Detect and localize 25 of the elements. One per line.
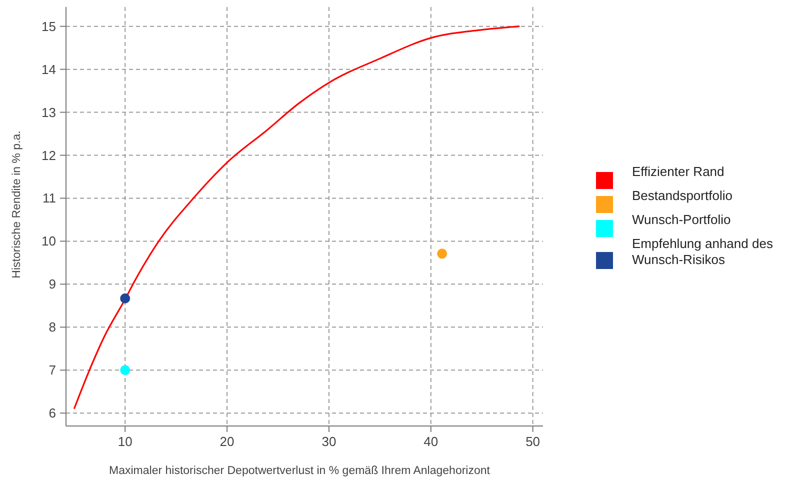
y-tick-label: 12 — [42, 148, 56, 163]
x-tick-label: 40 — [424, 434, 438, 449]
y-tick-label: 11 — [42, 190, 56, 206]
y-tick-label: 15 — [42, 18, 56, 34]
y-axis-title: Historische Rendite in % p.a. — [11, 130, 23, 278]
point — [437, 248, 448, 259]
y-tick-label: 9 — [48, 276, 56, 292]
y-tick-label: 14 — [42, 62, 56, 77]
x-tick-label: 10 — [118, 434, 132, 449]
x-tick-label: 30 — [322, 434, 336, 449]
y-tick-label: 6 — [48, 406, 56, 421]
legend-label: Wunsch-Portfolio — [632, 212, 731, 227]
point — [120, 293, 130, 304]
y-tick-label: 13 — [42, 104, 56, 120]
legend-label: Bestandsportfolio — [632, 188, 732, 203]
x-tick-label: 20 — [220, 434, 234, 449]
x-axis-title: Maximaler historischer Depotwertverlust in % gemäß Ihrem Anlagehorizont — [109, 465, 491, 477]
y-tick-label: 7 — [48, 362, 56, 378]
point — [120, 365, 130, 376]
y-tick-label: 8 — [48, 320, 56, 335]
legend-label: Empfehlung anhand des Wunsch-Risikos — [632, 236, 774, 267]
x-tick-label: 50 — [526, 434, 540, 449]
line-series — [73, 26, 520, 410]
legend-label: Effizienter Rand — [632, 164, 724, 179]
y-tick-label: 10 — [42, 234, 56, 249]
